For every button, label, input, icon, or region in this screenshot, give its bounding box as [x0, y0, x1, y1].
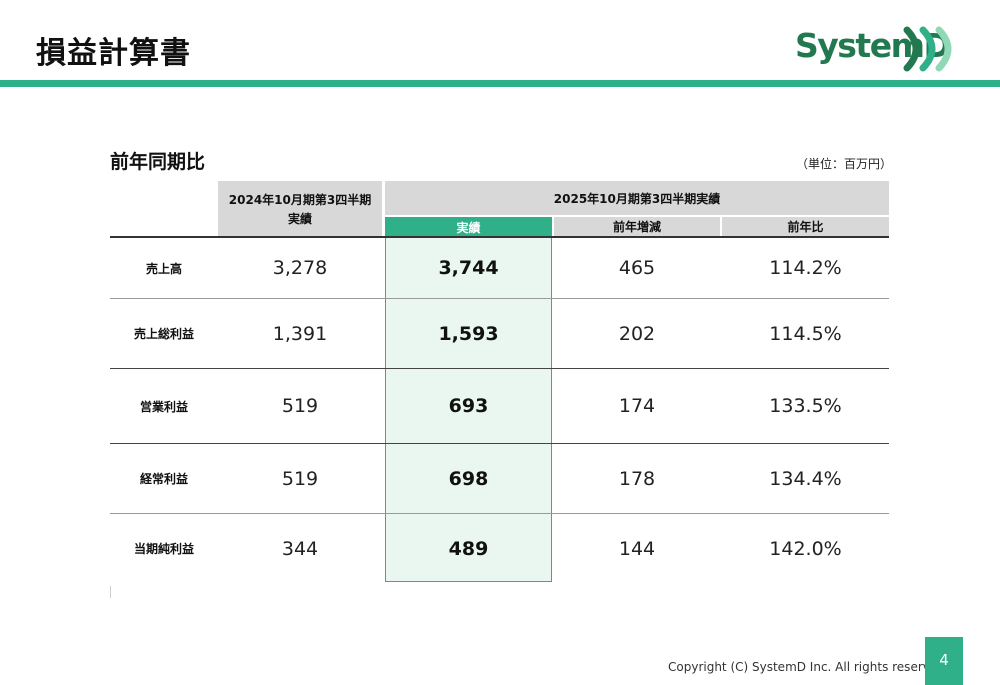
- row-divider: [110, 298, 889, 299]
- diff-value: 202: [618, 322, 656, 345]
- actual-value: 698: [448, 467, 489, 490]
- diff-value: 465: [618, 257, 656, 279]
- actual-value: 3,744: [438, 257, 499, 279]
- row-label: 営業利益: [139, 399, 188, 414]
- diff-value: 174: [618, 395, 656, 417]
- table-row: 営業利益 519 693 174 133.5%: [110, 369, 889, 443]
- actual-value: 489: [448, 537, 489, 560]
- logo-chevrons-icon: [903, 26, 952, 72]
- row-divider: [110, 513, 889, 514]
- prev-value: 519: [281, 467, 319, 490]
- actual-value: 693: [448, 395, 489, 417]
- header-prev-line1: 2024年10月期第3四半期: [228, 192, 372, 207]
- title-rule: [0, 80, 1000, 87]
- prev-value: 519: [281, 395, 319, 417]
- row-label: 売上総利益: [133, 327, 194, 341]
- actual-column-highlight: [385, 237, 552, 582]
- header-prev-line2: 実績: [287, 211, 312, 226]
- page-title: 損益計算書: [36, 36, 191, 71]
- table-row: 当期純利益 344 489 144 142.0%: [110, 514, 889, 583]
- header-diff: 前年増減: [554, 217, 720, 236]
- unit-note: （単位：百万円）: [796, 157, 893, 171]
- header-current-period: 2025年10月期第3四半期実績: [385, 181, 889, 215]
- row-divider: [110, 443, 889, 444]
- table-row: 経常利益 519 698 178 134.4%: [110, 444, 889, 513]
- prev-value: 1,391: [272, 322, 328, 345]
- header-divider: [110, 236, 889, 238]
- prev-value: 3,278: [272, 257, 328, 279]
- table-row: 売上高 3,278 3,744 465 114.2%: [110, 238, 889, 298]
- ratio-value: 133.5%: [769, 395, 842, 417]
- ratio-value: 114.2%: [769, 257, 842, 279]
- table-stub-line: [110, 586, 111, 598]
- row-label: 当期純利益: [133, 542, 194, 556]
- section-title: 前年同期比: [110, 151, 206, 173]
- company-logo: SystemD: [795, 22, 970, 77]
- prev-value: 344: [281, 537, 319, 560]
- actual-value: 1,593: [438, 322, 499, 345]
- copyright-text: Copyright (C) SystemD Inc. All rights re…: [668, 660, 949, 674]
- row-divider: [110, 368, 889, 369]
- table-row: 売上総利益 1,391 1,593 202 114.5%: [110, 299, 889, 368]
- row-label: 経常利益: [139, 472, 188, 486]
- page-number-text: 4: [939, 651, 949, 669]
- header-ratio: 前年比: [722, 217, 889, 236]
- diff-value: 144: [618, 537, 656, 560]
- ratio-value: 142.0%: [769, 537, 842, 560]
- header-prev-period: 2024年10月期第3四半期 実績: [218, 181, 382, 236]
- header-actual: 実績: [385, 217, 552, 238]
- ratio-value: 114.5%: [769, 322, 842, 345]
- ratio-value: 134.4%: [769, 467, 842, 490]
- page-number: 4: [925, 637, 963, 685]
- row-label: 売上高: [145, 261, 182, 276]
- diff-value: 178: [618, 467, 656, 490]
